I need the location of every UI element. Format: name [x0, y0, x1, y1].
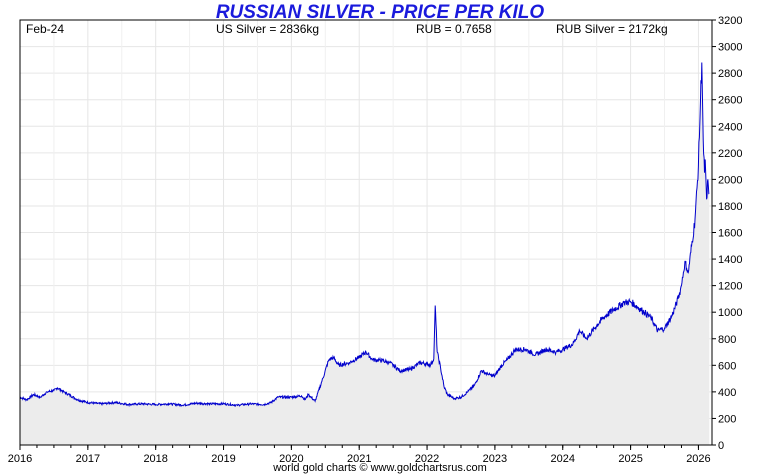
x-tick-label: 2022: [415, 453, 439, 465]
price-line: [20, 62, 710, 408]
y-tick-label: 800: [718, 334, 736, 346]
x-tick-label: 2026: [686, 453, 710, 465]
x-tick-label: 2017: [76, 453, 100, 465]
y-tick-label: 0: [718, 440, 724, 452]
y-tick-label: 400: [718, 387, 736, 399]
rub-annotation: RUB = 0.7658: [416, 22, 492, 36]
chart-title: RUSSIAN SILVER - PRICE PER KILO: [215, 2, 545, 23]
y-tick-label: 2000: [718, 174, 742, 186]
x-tick-label: 2021: [347, 453, 371, 465]
rub-silver-annotation: RUB Silver = 2172kg: [556, 22, 668, 36]
price-area-fill: [20, 62, 710, 445]
y-tick-label: 2800: [718, 68, 742, 80]
y-tick-label: 3000: [718, 42, 742, 54]
y-axis-ticks: 0 200 400 600 800 1000 1200 1400 1600 1800 2000 220…: [712, 15, 742, 452]
y-tick-label: 1400: [718, 254, 742, 266]
x-tick-label: 2019: [211, 453, 235, 465]
y-tick-label: 3200: [718, 15, 742, 27]
y-tick-label: 1600: [718, 228, 742, 240]
y-tick-label: 600: [718, 360, 736, 372]
y-tick-label: 1000: [718, 307, 742, 319]
y-tick-label: 2400: [718, 121, 742, 133]
y-tick-label: 1800: [718, 201, 742, 213]
x-axis-ticks: 2016 2017 2018 2019 2020 2021 2022 2023 2024 2025…: [8, 445, 711, 465]
y-tick-label: 200: [718, 413, 736, 425]
x-tick-label: 2016: [8, 453, 32, 465]
us-silver-annotation: US Silver = 2836kg: [216, 22, 320, 36]
x-tick-label: 2023: [483, 453, 507, 465]
chart-credit: world gold charts © www.goldchartsrus.co…: [273, 462, 487, 474]
y-tick-label: 1200: [718, 281, 742, 293]
x-tick-label: 2020: [279, 453, 303, 465]
y-tick-label: 2200: [718, 148, 742, 160]
date-label: Feb-24: [26, 22, 65, 36]
y-tick-label: 2600: [718, 95, 742, 107]
x-tick-label: 2018: [143, 453, 167, 465]
x-tick-label: 2024: [551, 453, 575, 465]
x-tick-label: 2025: [618, 453, 642, 465]
